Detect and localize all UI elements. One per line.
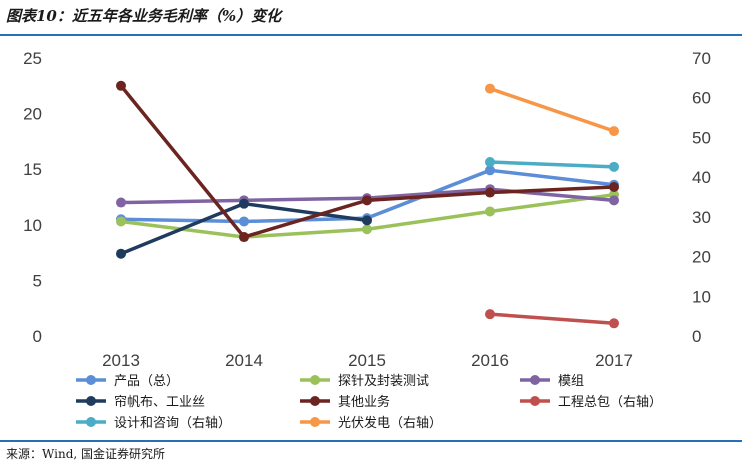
series-3-segment-3 bbox=[365, 187, 492, 200]
series-1-point-2014 bbox=[239, 216, 249, 227]
legend-item-7: 设计和咨询（右轴） bbox=[76, 416, 231, 431]
title-divider bbox=[0, 34, 742, 36]
series-2-segment-2 bbox=[242, 227, 369, 239]
series-7-point-2017 bbox=[609, 161, 619, 172]
series-6 bbox=[485, 309, 619, 329]
legend-swatch-marker bbox=[86, 396, 96, 406]
legend-label: 模组 bbox=[558, 374, 584, 389]
right-axis-tick-20: 20 bbox=[692, 248, 711, 267]
series-8-segment-4 bbox=[488, 86, 616, 133]
series-5-point-2013 bbox=[116, 80, 126, 91]
series-8 bbox=[485, 83, 619, 137]
legend-swatch-marker bbox=[86, 417, 96, 427]
series-3-segment-1 bbox=[119, 198, 246, 205]
legend-item-5: 其他业务 bbox=[300, 394, 390, 410]
right-axis-tick-40: 40 bbox=[692, 168, 711, 187]
legend-item-4: 帘帆布、工业丝 bbox=[76, 394, 205, 410]
legend-label: 工程总包（右轴） bbox=[558, 395, 662, 410]
series-7 bbox=[485, 157, 619, 172]
series-6-segment-4 bbox=[488, 312, 616, 326]
legend-label: 产品（总） bbox=[114, 374, 179, 389]
chart-series bbox=[116, 80, 619, 329]
legend-item-2: 探针及封装测试 bbox=[300, 374, 429, 389]
x-axis-tick-2017: 2017 bbox=[595, 351, 633, 370]
right-axis-tick-10: 10 bbox=[692, 287, 711, 306]
x-axis-tick-2016: 2016 bbox=[471, 351, 509, 370]
right-axis-tick-60: 60 bbox=[692, 89, 711, 108]
legend-item-6: 工程总包（右轴） bbox=[520, 395, 662, 410]
series-2-point-2016 bbox=[485, 206, 495, 217]
series-7-segment-4 bbox=[488, 160, 616, 169]
legend-label: 探针及封装测试 bbox=[338, 374, 429, 389]
footer-divider bbox=[0, 440, 742, 442]
series-2-point-2015 bbox=[362, 224, 372, 235]
left-axis-tick-20: 20 bbox=[23, 105, 42, 124]
legend-label: 帘帆布、工业丝 bbox=[114, 394, 205, 410]
right-axis-tick-30: 30 bbox=[692, 208, 711, 227]
chart-axes: 0 5 10 15 20 25 0 10 20 30 40 50 60 70 2013 2014 2015 201… bbox=[23, 49, 711, 370]
left-axis-tick-0: 0 bbox=[33, 327, 42, 346]
series-5-segment-4 bbox=[488, 185, 616, 195]
series-1-segment-1 bbox=[119, 217, 246, 224]
series-6-point-2017 bbox=[609, 318, 619, 329]
series-4-point-2015 bbox=[362, 215, 372, 226]
series-2-point-2013 bbox=[116, 216, 126, 227]
series-5-segment-2 bbox=[242, 198, 369, 239]
legend-swatch-marker bbox=[86, 375, 96, 385]
x-axis-tick-2013: 2013 bbox=[102, 351, 140, 370]
chart: 0 5 10 15 20 25 0 10 20 30 40 50 60 70 2013 2014 2015 201… bbox=[23, 49, 711, 431]
legend-label: 光伏发电（右轴） bbox=[338, 415, 442, 431]
series-5 bbox=[116, 80, 619, 243]
left-axis-tick-25: 25 bbox=[23, 49, 42, 68]
series-5-point-2016 bbox=[485, 187, 495, 198]
source-note: 来源：Wind, 国金证券研究所 bbox=[6, 447, 166, 461]
series-6-point-2016 bbox=[485, 309, 495, 320]
series-4-segment-2 bbox=[242, 201, 369, 223]
legend-item-8: 光伏发电（右轴） bbox=[300, 415, 442, 431]
legend-swatch-marker bbox=[530, 396, 540, 406]
series-7-point-2016 bbox=[485, 157, 495, 168]
series-3-segment-2 bbox=[242, 196, 369, 203]
legend-swatch-marker bbox=[310, 417, 320, 427]
series-3-point-2017 bbox=[609, 195, 619, 206]
series-5-point-2015 bbox=[362, 195, 372, 206]
legend-swatch-marker bbox=[310, 396, 320, 406]
legend-item-3: 模组 bbox=[520, 374, 584, 389]
legend-swatch-marker bbox=[310, 375, 320, 385]
x-axis-tick-2015: 2015 bbox=[348, 351, 386, 370]
page-title: 图表10：近五年各业务毛利率（%）变化 bbox=[6, 7, 282, 25]
series-8-point-2016 bbox=[485, 83, 495, 94]
legend-label: 其他业务 bbox=[338, 394, 390, 410]
series-2-segment-3 bbox=[365, 209, 492, 231]
left-axis-tick-10: 10 bbox=[23, 216, 42, 235]
series-5-segment-1 bbox=[119, 84, 246, 239]
legend-swatch-marker bbox=[530, 375, 540, 385]
series-5-point-2017 bbox=[609, 181, 619, 192]
x-axis-tick-2014: 2014 bbox=[225, 351, 263, 370]
legend-item-1: 产品（总） bbox=[76, 374, 179, 389]
series-5-segment-3 bbox=[365, 190, 492, 203]
left-axis-tick-15: 15 bbox=[23, 160, 42, 179]
series-3-point-2013 bbox=[116, 197, 126, 208]
series-4-point-2014 bbox=[239, 198, 249, 209]
left-axis-tick-5: 5 bbox=[33, 271, 42, 290]
series-4-segment-1 bbox=[119, 201, 246, 256]
series-1-segment-4 bbox=[488, 168, 616, 187]
series-4-point-2013 bbox=[116, 248, 126, 259]
series-5-point-2014 bbox=[239, 232, 249, 243]
right-axis-tick-70: 70 bbox=[692, 49, 711, 68]
series-8-point-2017 bbox=[609, 126, 619, 137]
series-1-point-2016 bbox=[485, 165, 495, 176]
right-axis-tick-50: 50 bbox=[692, 128, 711, 147]
right-axis-tick-0: 0 bbox=[692, 327, 701, 346]
legend-label: 设计和咨询（右轴） bbox=[114, 416, 231, 431]
series-4 bbox=[116, 198, 372, 259]
